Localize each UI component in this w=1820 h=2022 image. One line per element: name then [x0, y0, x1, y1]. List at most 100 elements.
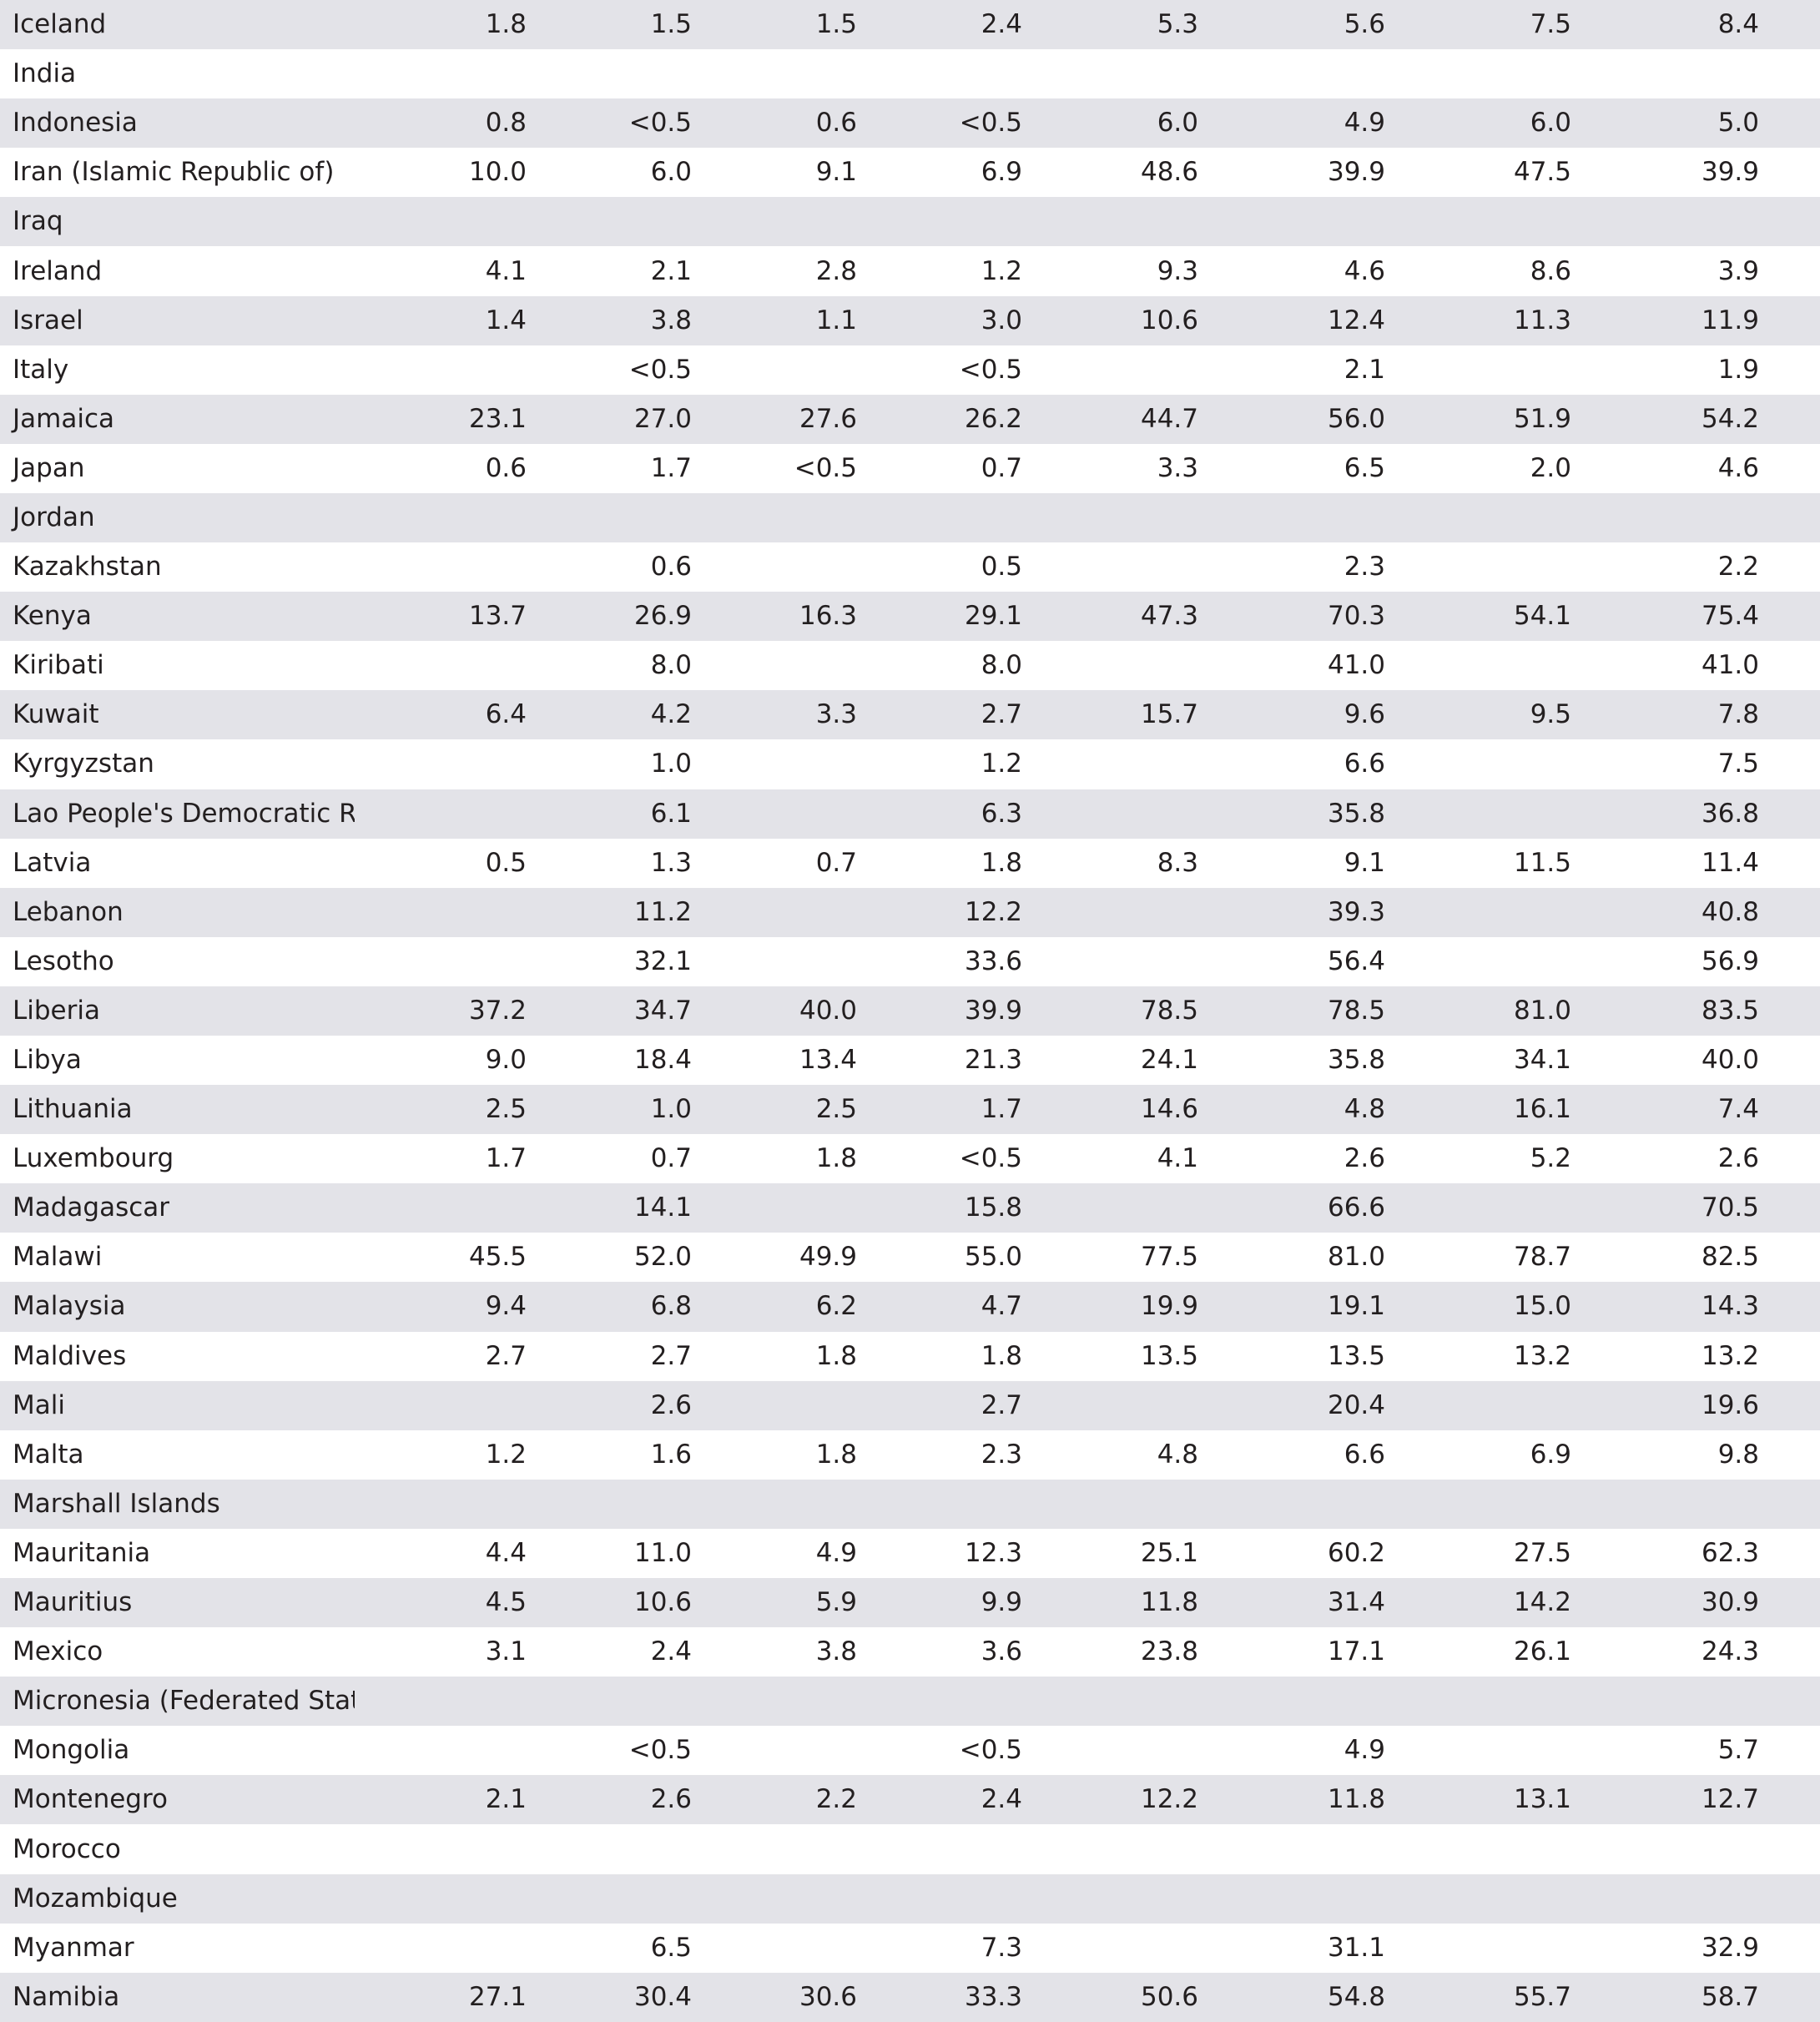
value-cell: [857, 49, 1022, 98]
row-padding: [1759, 1578, 1820, 1627]
value-cell: <0.5: [628, 354, 692, 385]
value-cell: 40.0: [1701, 1045, 1759, 1076]
value-cell: 2.6: [1344, 1143, 1385, 1174]
row-padding: [1759, 0, 1820, 49]
value-cell: [692, 1824, 857, 1873]
value-cell: [1198, 49, 1385, 98]
row-padding: [1759, 1036, 1820, 1085]
table-row: Kuwait 6.4 4.2 3.3 2.7 15.7 9.6 9.5 7.8: [0, 690, 1820, 740]
row-padding: [1759, 98, 1820, 148]
table-row: Mozambique: [0, 1873, 1820, 1924]
value-cell: 10.6: [1140, 305, 1198, 335]
value-cell: 78.5: [1327, 995, 1385, 1026]
value-cell: 2.4: [650, 1636, 692, 1667]
value-cell: 39.9: [964, 995, 1022, 1026]
row-padding: [1759, 1134, 1820, 1183]
country-name: Mauritania: [13, 1537, 151, 1568]
value-cell: 70.3: [1327, 601, 1385, 632]
value-cell: 4.7: [981, 1291, 1022, 1322]
row-padding: [1759, 1282, 1820, 1331]
value-cell: 4.8: [1157, 1439, 1198, 1470]
value-cell: [1385, 789, 1571, 839]
value-cell: 33.3: [964, 1981, 1022, 2012]
value-cell: 50.6: [1140, 1981, 1198, 2012]
row-padding: [1759, 839, 1820, 888]
value-cell: 13.5: [1327, 1340, 1385, 1371]
value-cell: 14.2: [1513, 1587, 1571, 1618]
value-cell: 15.7: [1140, 699, 1198, 730]
value-cell: 78.5: [1140, 995, 1198, 1026]
value-cell: [355, 641, 527, 690]
table-row: Madagascar 14.1 15.8 66.6 70.5: [0, 1183, 1820, 1233]
row-padding: [1759, 1332, 1820, 1381]
value-cell: 47.3: [1140, 601, 1198, 632]
value-cell: 27.0: [633, 403, 692, 434]
value-cell: 54.2: [1701, 403, 1759, 434]
value-cell: [692, 493, 857, 542]
value-cell: 4.8: [1344, 1094, 1385, 1125]
value-cell: 62.3: [1701, 1537, 1759, 1568]
value-cell: 19.1: [1327, 1291, 1385, 1322]
value-cell: 32.1: [633, 945, 692, 976]
value-cell: 18.4: [633, 1045, 692, 1076]
value-cell: 2.6: [1717, 1143, 1759, 1174]
value-cell: [355, 1924, 527, 1973]
value-cell: 35.8: [1327, 1045, 1385, 1076]
value-cell: 1.2: [981, 255, 1022, 286]
value-cell: 2.4: [981, 9, 1022, 40]
value-cell: 2.1: [1344, 354, 1385, 385]
value-cell: 56.4: [1327, 945, 1385, 976]
country-name: Latvia: [13, 847, 92, 878]
value-cell: [692, 739, 857, 789]
value-cell: 32.9: [1701, 1932, 1759, 1963]
value-cell: 4.4: [485, 1537, 527, 1568]
table-row: Maldives 2.7 2.7 1.8 1.8 13.5 13.5 13.2 13.2: [0, 1332, 1820, 1381]
row-padding: [1759, 1874, 1820, 1924]
value-cell: 1.8: [485, 9, 527, 40]
value-cell: 5.7: [1717, 1735, 1759, 1766]
country-name: Liberia: [13, 995, 100, 1026]
value-cell: 3.8: [815, 1636, 857, 1667]
value-cell: [857, 1874, 1022, 1924]
value-cell: [1385, 1677, 1571, 1726]
value-cell: 2.7: [981, 1389, 1022, 1420]
row-padding: [1759, 789, 1820, 839]
value-cell: [1022, 493, 1198, 542]
value-cell: 9.8: [1717, 1439, 1759, 1470]
value-cell: [692, 937, 857, 986]
value-cell: [1022, 937, 1198, 986]
value-cell: 49.9: [799, 1242, 857, 1273]
value-cell: 7.4: [1717, 1094, 1759, 1125]
value-cell: [1385, 1381, 1571, 1430]
value-cell: 78.7: [1513, 1242, 1571, 1273]
value-cell: 1.5: [815, 9, 857, 40]
value-cell: 1.8: [815, 1439, 857, 1470]
value-cell: [1385, 739, 1571, 789]
value-cell: 9.6: [1344, 699, 1385, 730]
value-cell: 75.4: [1701, 601, 1759, 632]
table-row: Indonesia 0.8 <0.5 0.6 <0.5 6.0 4.9 6.0 5.0: [0, 98, 1820, 149]
value-cell: 9.5: [1530, 699, 1571, 730]
value-cell: [1385, 197, 1571, 246]
value-cell: [1571, 197, 1759, 246]
table-row: Namibia 27.1 30.4 30.6 33.3 50.6 54.8 55.7 58.7: [0, 1972, 1820, 2022]
value-cell: 31.4: [1327, 1587, 1385, 1618]
table-row: Morocco: [0, 1824, 1820, 1873]
value-cell: [1198, 197, 1385, 246]
value-cell: 41.0: [1701, 650, 1759, 681]
country-name: Marshall Islands: [13, 1488, 220, 1519]
country-name: Mexico: [13, 1636, 103, 1667]
value-cell: 37.2: [468, 995, 527, 1026]
value-cell: 77.5: [1140, 1242, 1198, 1273]
table-row: Marshall Islands: [0, 1479, 1820, 1529]
row-padding: [1759, 345, 1820, 395]
value-cell: 9.1: [815, 157, 857, 188]
country-name: Mauritius: [13, 1587, 133, 1618]
value-cell: 6.1: [650, 798, 692, 829]
value-cell: [1022, 1183, 1198, 1233]
value-cell: 0.6: [485, 452, 527, 483]
row-padding: [1759, 690, 1820, 739]
country-name: Madagascar: [13, 1193, 170, 1223]
value-cell: [1022, 197, 1198, 246]
country-name: Kazakhstan: [13, 552, 162, 582]
